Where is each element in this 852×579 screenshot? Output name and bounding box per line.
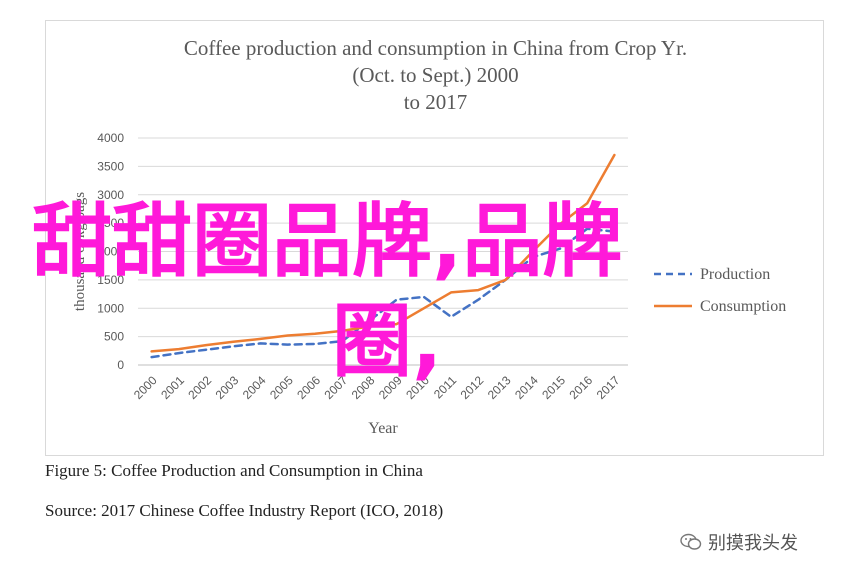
x-tick-label: 2004 xyxy=(240,373,269,402)
series-line-production xyxy=(150,227,616,359)
y-tick-label: 4000 xyxy=(97,131,124,145)
watermark-text: 别摸我头发 xyxy=(708,533,798,554)
y-tick-label: 0 xyxy=(117,358,124,372)
x-tick-label: 2012 xyxy=(458,373,487,402)
y-tick-label: 2000 xyxy=(97,245,124,259)
x-axis-title: Year xyxy=(368,420,398,437)
series-line-consumption xyxy=(150,153,616,353)
y-tick-label: 2500 xyxy=(97,216,124,230)
legend-label-consumption: Consumption xyxy=(700,298,786,315)
legend-label-production: Production xyxy=(700,266,770,283)
x-tick-label: 2003 xyxy=(213,373,242,402)
chart-title-line-2: (Oct. to Sept.) 2000 xyxy=(352,63,519,87)
chart-frame: Coffee production and consumption in Chi… xyxy=(45,20,824,456)
wechat-icon xyxy=(680,533,702,550)
chart-title: Coffee production and consumption in Chi… xyxy=(46,35,825,116)
x-tick-label: 2000 xyxy=(131,373,160,402)
x-tick-label: 2015 xyxy=(539,373,568,402)
watermark: 别摸我头发 xyxy=(680,529,798,555)
overlay-text-line-1: 甜甜圈品牌,品牌 xyxy=(32,195,623,288)
chart-title-line-1: Coffee production and consumption in Chi… xyxy=(183,36,688,60)
y-tick-label: 3000 xyxy=(97,188,124,202)
y-tick-label: 500 xyxy=(104,330,124,344)
y-tick-label: 3500 xyxy=(97,159,124,173)
x-tick-label: 2005 xyxy=(267,373,296,402)
line-chart: 0500100015002000250030003500400020002001… xyxy=(72,131,786,437)
x-tick-label: 2013 xyxy=(485,373,514,402)
source-caption: Source: 2017 Chinese Coffee Industry Rep… xyxy=(45,501,444,520)
x-tick-label: 2001 xyxy=(158,373,187,402)
y-tick-label: 1000 xyxy=(97,301,124,315)
x-tick-label: 2014 xyxy=(512,373,541,402)
x-tick-label: 2002 xyxy=(185,373,214,402)
x-tick-label: 2016 xyxy=(567,373,596,402)
overlay-text-line-2: 圈, xyxy=(332,295,443,388)
x-tick-label: 2017 xyxy=(594,373,623,402)
chart-title-line-3: to 2017 xyxy=(403,90,468,114)
x-tick-label: 2006 xyxy=(294,373,323,402)
figure-caption: Figure 5: Coffee Production and Consumpt… xyxy=(45,461,423,480)
y-axis-title: thousand 60kg bags xyxy=(72,192,88,311)
y-tick-label: 1500 xyxy=(97,273,124,287)
